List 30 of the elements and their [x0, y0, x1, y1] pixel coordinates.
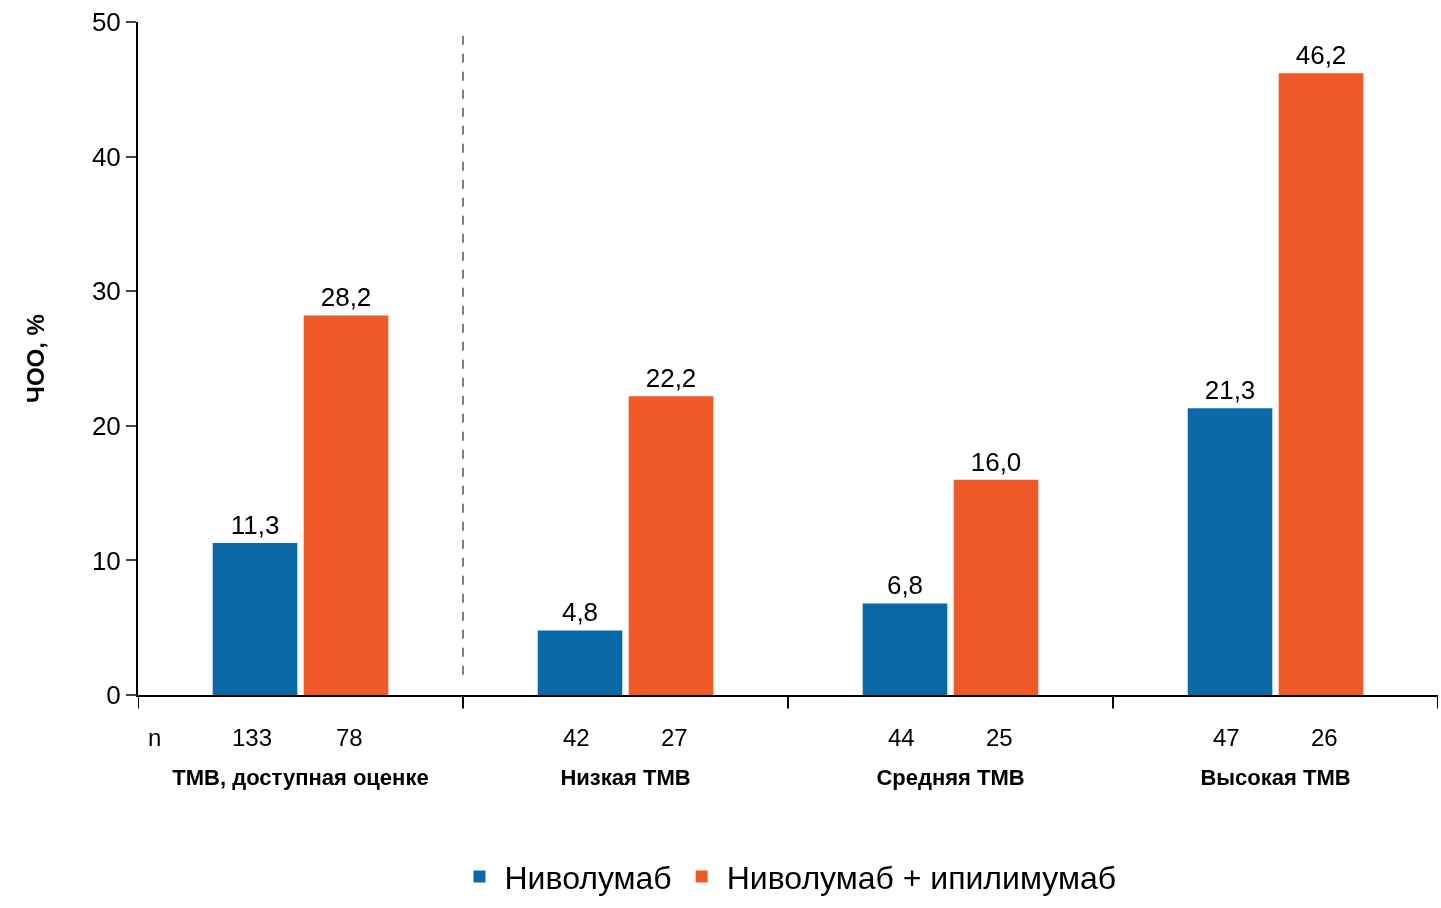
data-label: 46,2 — [1295, 40, 1347, 71]
x-tick-label: Средняя TMB — [876, 765, 1025, 791]
text: 26 — [1311, 724, 1338, 751]
y-tick-label: 50 — [91, 7, 121, 38]
data-label: 11,3 — [230, 509, 280, 540]
y-tick-label: 30 — [91, 276, 121, 307]
y-axis-title: ЧОО, % — [22, 314, 50, 403]
legend-label: Ниволумаб + ипилимумаб — [726, 859, 1117, 896]
data-label: 22,2 — [645, 363, 697, 394]
data-label: 21,3 — [1204, 375, 1256, 406]
x-tick-label: Высокая TMB — [1200, 765, 1351, 791]
text: 25 — [986, 724, 1013, 751]
text: 27 — [661, 724, 688, 751]
y-tick-label: 20 — [91, 410, 121, 441]
text: 78 — [336, 724, 363, 751]
x-tick-label: Низкая TMB — [560, 765, 691, 791]
data-label: 28,2 — [320, 282, 372, 313]
y-tick-label: 10 — [91, 545, 121, 576]
y-tick-label: 40 — [91, 141, 121, 172]
text: n — [148, 724, 162, 751]
legend-label: Ниволумаб — [504, 859, 672, 896]
text: 133 — [232, 724, 273, 751]
data-label: 16,0 — [970, 446, 1022, 477]
text: 42 — [563, 724, 590, 751]
y-tick-label: 0 — [106, 680, 121, 711]
text: 44 — [888, 724, 915, 751]
data-label: 6,8 — [886, 570, 924, 601]
text: 47 — [1213, 724, 1240, 751]
data-label: 4,8 — [561, 597, 599, 628]
x-tick-label: TMB, доступная оценке — [172, 765, 429, 791]
